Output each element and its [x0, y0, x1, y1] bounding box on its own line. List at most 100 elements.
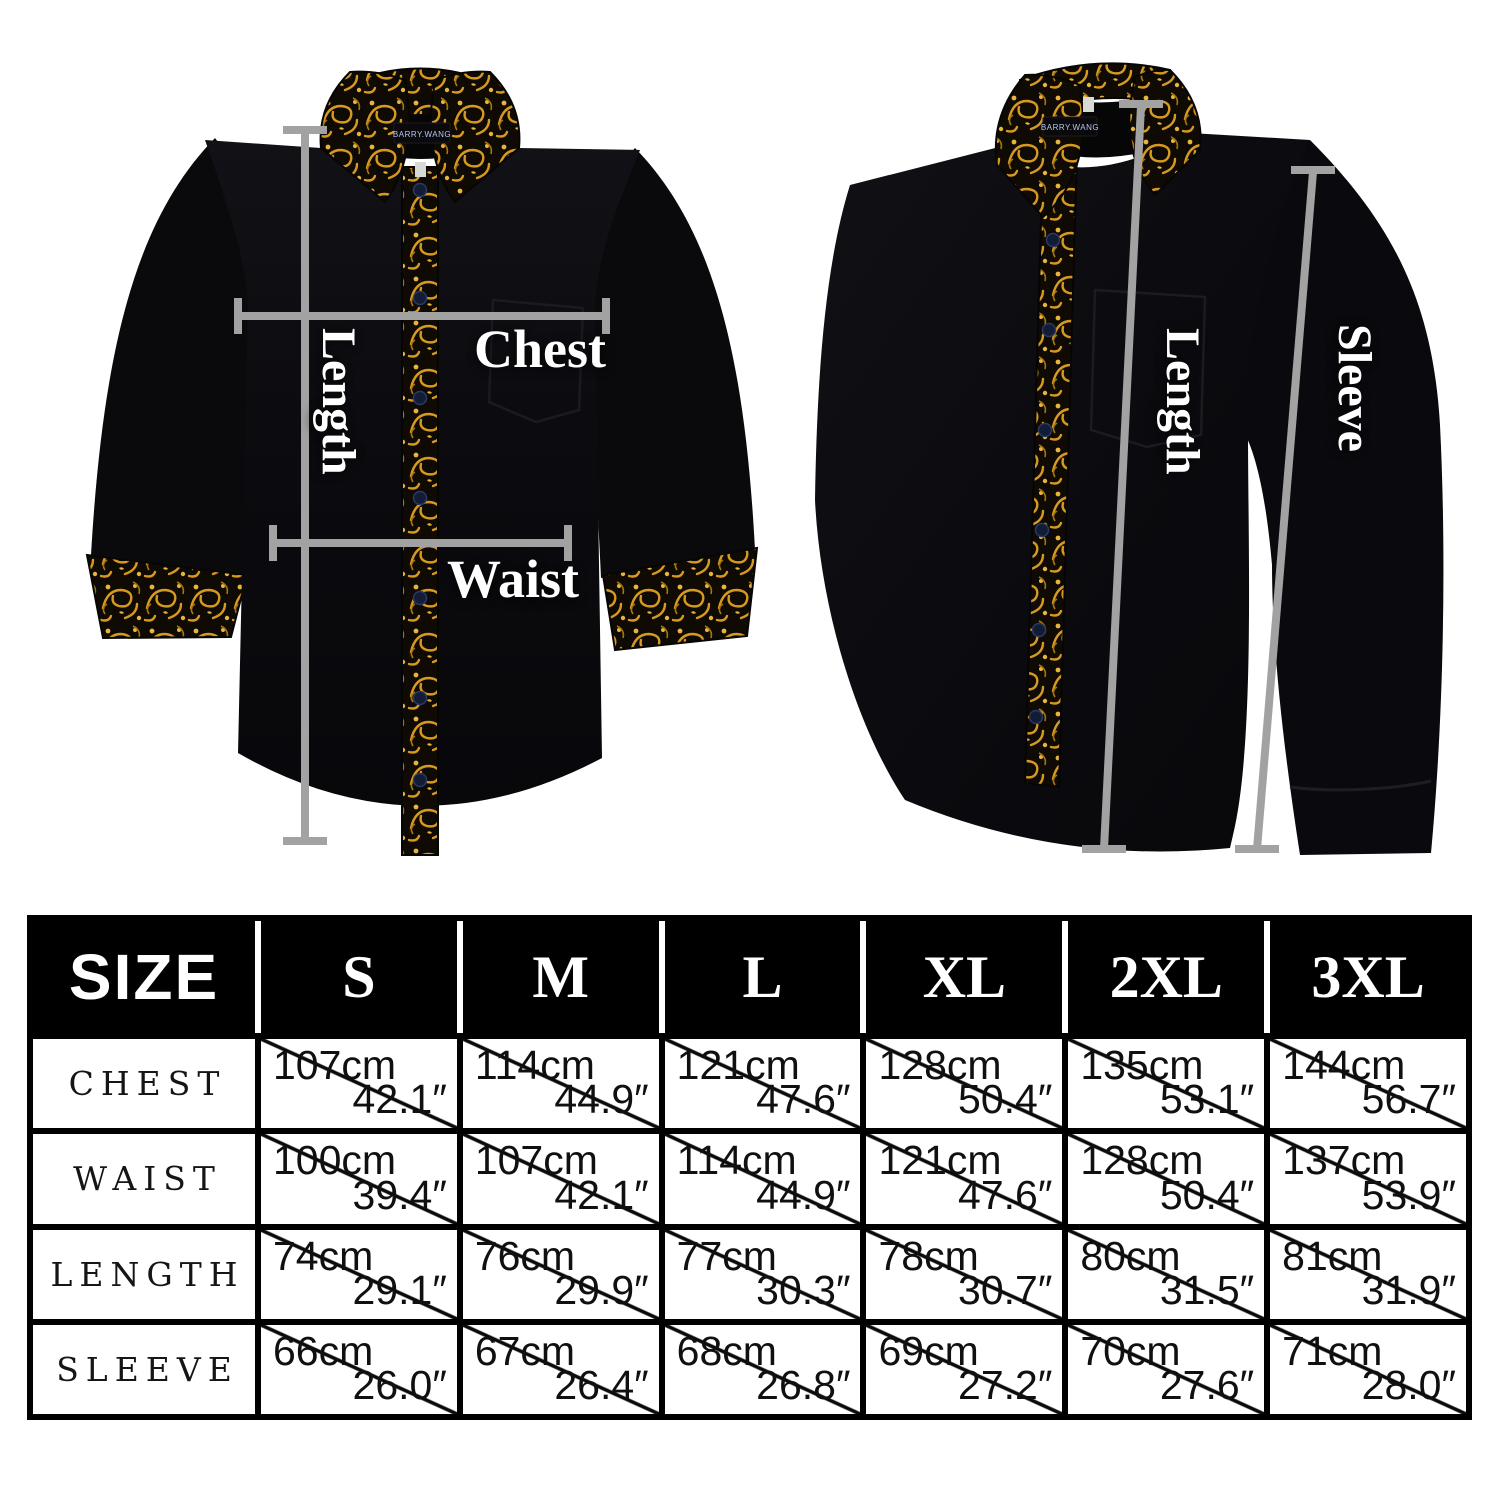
row-label-length: LENGTH — [33, 1229, 255, 1319]
cm-value: 66cm — [273, 1327, 374, 1374]
cm-value: 70cm — [1080, 1327, 1181, 1374]
inch-value: 39.4″ — [352, 1171, 447, 1218]
length-s: 74cm 29.1″ — [261, 1229, 457, 1319]
sleeve-xl: 69cm 27.2″ — [866, 1324, 1063, 1414]
cm-value: 135cm — [1080, 1042, 1204, 1088]
chest-2xl: 135cm 53.1″ — [1068, 1039, 1265, 1129]
front-shirt-collar-right — [429, 70, 521, 204]
inch-value: 29.9″ — [554, 1266, 649, 1313]
inch-value: 53.9″ — [1361, 1171, 1456, 1218]
sleeve-2xl: 70cm 27.6″ — [1068, 1324, 1265, 1414]
cm-value: 68cm — [676, 1327, 777, 1374]
length-2xl: 80cm 31.5″ — [1068, 1229, 1265, 1319]
row-label-chest: CHEST — [33, 1039, 255, 1129]
brand-tag — [393, 122, 451, 144]
inch-value: 26.4″ — [554, 1362, 649, 1408]
length-l: 77cm 30.3″ — [664, 1229, 861, 1319]
size-header-corner: SIZE — [33, 921, 261, 1033]
side-shirt-placket — [1023, 149, 1079, 789]
front-shirt-buttons — [412, 182, 428, 788]
cm-value: 144cm — [1282, 1042, 1406, 1088]
inch-value: 47.6″ — [756, 1076, 851, 1123]
cm-value: 77cm — [676, 1232, 777, 1279]
waist-s: 100cm 39.4″ — [261, 1134, 457, 1224]
side-shirt-sleeve — [1240, 140, 1444, 855]
chest-l: 121cm 47.6″ — [664, 1039, 861, 1129]
size-header-xl: XL — [866, 921, 1069, 1033]
inch-value: 31.5″ — [1159, 1266, 1255, 1313]
cm-value: 107cm — [474, 1137, 598, 1184]
inch-value: 31.9″ — [1361, 1266, 1456, 1313]
size-tag — [415, 162, 426, 177]
size-header-s: S — [261, 921, 463, 1033]
brand-tag-text: BARRY.WANG — [1041, 123, 1099, 132]
sleeve-s: 66cm 26.0″ — [261, 1324, 457, 1414]
front-shirt-placket — [401, 166, 439, 856]
waist-m: 107cm 42.1″ — [462, 1134, 659, 1224]
inch-value: 42.1″ — [352, 1076, 447, 1123]
sleeve-3xl: 71cm 28.0″ — [1270, 1324, 1466, 1414]
inch-value: 47.6″ — [958, 1171, 1053, 1218]
inch-value: 27.2″ — [958, 1362, 1053, 1408]
waist-2xl: 128cm 50.4″ — [1068, 1134, 1265, 1224]
waist-3xl: 137cm 53.9″ — [1270, 1134, 1466, 1224]
inch-value: 27.6″ — [1159, 1362, 1255, 1408]
chest-xl: 128cm 50.4″ — [866, 1039, 1063, 1129]
side-shirt-neck — [1020, 90, 1185, 158]
length-m: 76cm 29.9″ — [462, 1229, 659, 1319]
inch-value: 29.1″ — [352, 1266, 447, 1313]
side-shirt-collar-left — [994, 73, 1085, 219]
inch-value: 44.9″ — [756, 1171, 851, 1218]
front-shirt-collar-band — [335, 67, 505, 132]
length-xl: 78cm 30.7″ — [866, 1229, 1063, 1319]
inch-value: 56.7″ — [1361, 1076, 1456, 1123]
cm-value: 137cm — [1282, 1137, 1406, 1184]
inch-value: 50.4″ — [958, 1076, 1053, 1123]
size-header-m: M — [462, 921, 665, 1033]
inch-value: 28.0″ — [1361, 1362, 1456, 1408]
front-shirt-right-cuff — [601, 546, 759, 652]
sleeve-label: Sleeve — [1328, 324, 1381, 452]
size-header-3xl: 3XL — [1270, 921, 1466, 1033]
row-label-sleeve: SLEEVE — [33, 1324, 255, 1414]
cm-value: 71cm — [1282, 1327, 1383, 1374]
inch-value: 30.7″ — [958, 1266, 1053, 1313]
front-shirt-neck — [337, 90, 503, 159]
length-line-side — [1100, 105, 1145, 850]
chest-label: Chest — [474, 319, 606, 379]
side-shirt-cuff-seam — [1289, 779, 1432, 792]
brand-tag-text: BARRY.WANG — [393, 130, 451, 139]
waist-xl: 121cm 47.6″ — [866, 1134, 1063, 1224]
length-3xl: 81cm 31.9″ — [1270, 1229, 1466, 1319]
cm-value: 80cm — [1080, 1232, 1181, 1279]
sleeve-m: 67cm 26.4″ — [462, 1324, 659, 1414]
inch-value: 44.9″ — [554, 1076, 649, 1123]
size-header-2xl: 2XL — [1068, 921, 1270, 1033]
chest-3xl: 144cm 56.7″ — [1270, 1039, 1466, 1129]
cm-value: 107cm — [273, 1042, 397, 1088]
front-shirt-left-sleeve — [91, 138, 283, 578]
side-shirt-collar-right — [1128, 68, 1202, 197]
length-label-side: Length — [1156, 328, 1209, 475]
row-label-waist: WAIST — [33, 1134, 255, 1224]
chest-m: 114cm 44.9″ — [462, 1039, 659, 1129]
sleeve-line — [1253, 171, 1317, 850]
side-shirt-body — [815, 133, 1310, 852]
cm-value: 74cm — [273, 1232, 374, 1279]
side-shirt-image: BARRY.WANG — [815, 62, 1444, 855]
side-shirt-collar-band — [1018, 62, 1185, 119]
inch-value: 53.1″ — [1159, 1076, 1255, 1123]
waist-label: Waist — [447, 549, 580, 609]
front-shirt-left-cuff — [85, 553, 249, 640]
brand-tag — [1042, 116, 1098, 137]
waist-l: 114cm 44.9″ — [664, 1134, 861, 1224]
chest-s: 107cm 42.1″ — [261, 1039, 457, 1129]
inch-value: 50.4″ — [1159, 1171, 1255, 1218]
cm-value: 67cm — [474, 1327, 576, 1374]
cm-value: 76cm — [474, 1232, 576, 1279]
front-shirt-collar-left — [319, 70, 411, 204]
size-table: SIZE S M L XL 2XL 3XL CHEST 107cm 42.1″ 1… — [27, 915, 1472, 1420]
front-shirt-body — [205, 140, 640, 806]
cm-value: 100cm — [273, 1137, 397, 1184]
cm-value: 69cm — [878, 1327, 979, 1374]
